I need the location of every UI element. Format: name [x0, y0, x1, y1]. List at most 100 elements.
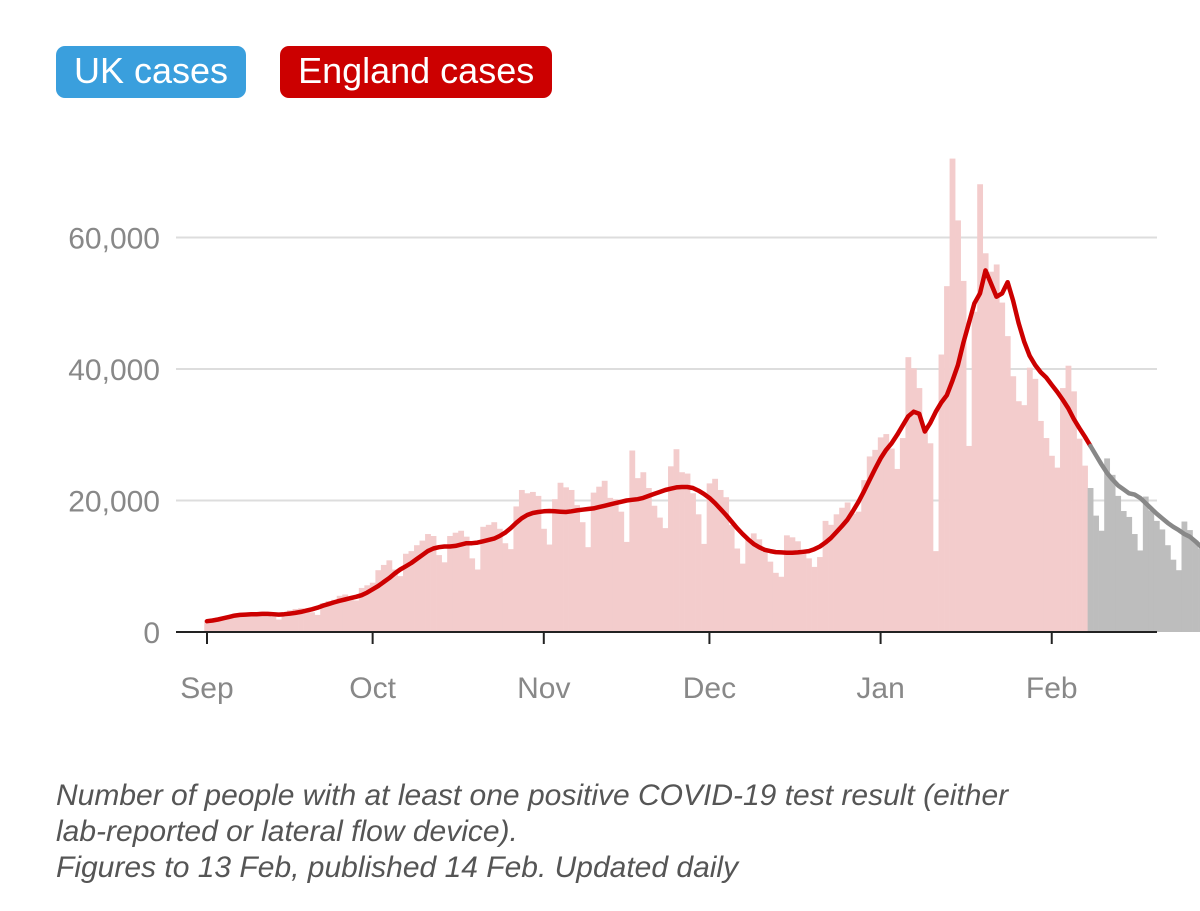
daily-case-bar: [717, 489, 724, 632]
daily-case-bar: [215, 617, 222, 632]
daily-case-bar: [242, 614, 249, 632]
daily-case-bar: [640, 472, 647, 632]
daily-case-bar: [1170, 559, 1177, 632]
x-tick-label: Feb: [1026, 672, 1078, 705]
daily-case-bar: [1126, 516, 1133, 632]
daily-case-bar: [767, 561, 774, 632]
daily-case-bar: [833, 514, 840, 632]
daily-case-bar: [325, 601, 332, 632]
tab-uk-cases[interactable]: UK cases: [56, 46, 247, 98]
daily-case-bar: [1093, 515, 1099, 632]
daily-case-bar: [662, 528, 669, 632]
daily-case-bar: [380, 564, 387, 632]
daily-case-bar: [1198, 548, 1200, 632]
daily-case-bar: [1054, 467, 1061, 632]
daily-case-bar: [822, 520, 829, 632]
daily-case-bar: [684, 473, 691, 632]
daily-case-bar: [1192, 540, 1199, 632]
daily-case-bar: [342, 594, 349, 632]
daily-case-bar: [712, 478, 719, 632]
daily-case-bar: [276, 619, 282, 632]
daily-case-bars: [204, 158, 1200, 632]
caption-line-1: Number of people with at least one posit…: [56, 779, 1009, 812]
daily-case-bar: [574, 505, 580, 632]
daily-case-bar: [1120, 511, 1127, 632]
daily-case-bar: [292, 608, 299, 632]
daily-case-bar: [397, 576, 404, 632]
daily-case-bar: [535, 495, 542, 632]
daily-case-bar: [485, 524, 492, 632]
daily-case-bar: [933, 551, 939, 632]
daily-case-bar: [226, 615, 233, 632]
case-type-tabs: UK cases England cases: [56, 46, 553, 98]
daily-case-bar: [264, 613, 271, 632]
daily-case-bar: [921, 431, 928, 632]
x-tick-label: Nov: [517, 672, 570, 705]
daily-case-bar: [248, 612, 255, 632]
daily-case-bar: [1181, 521, 1188, 632]
daily-case-bar: [772, 572, 779, 632]
daily-case-bar: [552, 499, 558, 632]
x-tick-labels: Sep Oct Nov Dec Jan Feb: [180, 672, 1077, 705]
daily-case-bar: [331, 599, 338, 632]
daily-case-bar: [795, 541, 801, 632]
daily-case-bar: [861, 480, 868, 632]
daily-case-bar: [877, 437, 884, 632]
daily-case-bar: [546, 544, 553, 632]
daily-case-bar: [607, 497, 614, 632]
daily-case-bar: [993, 264, 1000, 632]
daily-case-bar: [966, 445, 972, 632]
daily-case-bar: [982, 253, 989, 632]
daily-case-bar: [480, 526, 487, 632]
daily-case-bar: [1082, 465, 1088, 632]
daily-case-bar: [1148, 510, 1155, 632]
daily-case-bar: [1026, 367, 1033, 632]
x-tick-label: Oct: [349, 672, 396, 705]
daily-case-bar: [1159, 529, 1166, 632]
daily-case-bar: [364, 585, 371, 632]
y-tick-label: 0: [143, 617, 160, 650]
daily-case-bar: [1109, 474, 1116, 632]
daily-case-bar: [447, 536, 453, 632]
daily-case-bar: [745, 539, 752, 632]
daily-case-bar: [287, 610, 293, 632]
daily-case-bar: [756, 539, 763, 632]
daily-case-bar: [800, 551, 807, 632]
daily-case-bar: [557, 482, 564, 632]
tab-england-cases[interactable]: England cases: [280, 46, 553, 98]
daily-case-bar: [656, 517, 663, 632]
daily-case-bar: [507, 549, 514, 632]
daily-case-bar: [1087, 488, 1094, 632]
daily-case-bar: [590, 492, 597, 632]
daily-case-bar: [888, 448, 895, 632]
daily-case-bar: [298, 608, 304, 632]
average-line: [204, 268, 1093, 624]
daily-case-bar: [1164, 545, 1171, 632]
daily-case-bar: [668, 466, 674, 632]
daily-case-bar: [463, 536, 470, 632]
daily-case-bar: [568, 489, 575, 632]
daily-case-bar: [347, 598, 354, 632]
daily-case-bar: [623, 541, 630, 632]
daily-case-bar: [1010, 376, 1017, 632]
y-tick-label: 60,000: [68, 223, 160, 256]
daily-case-bar: [563, 487, 569, 632]
daily-case-bar: [541, 528, 547, 632]
daily-case-bar: [789, 537, 796, 632]
daily-case-bar: [425, 534, 431, 632]
daily-case-bar: [679, 472, 685, 632]
daily-case-bar: [1043, 438, 1050, 632]
daily-case-bar: [905, 357, 912, 632]
daily-case-bar: [281, 612, 288, 632]
daily-case-bar: [253, 612, 260, 632]
daily-case-bar: [910, 368, 917, 632]
daily-case-bar: [1104, 458, 1111, 632]
daily-case-bar: [1115, 495, 1122, 632]
daily-case-bar: [408, 551, 415, 632]
daily-case-bar: [1131, 534, 1138, 632]
daily-case-bar: [469, 558, 476, 632]
daily-case-bar: [259, 611, 266, 632]
daily-case-bar: [844, 502, 851, 632]
daily-case-bar: [419, 540, 426, 632]
x-tick-label: Sep: [180, 672, 233, 705]
